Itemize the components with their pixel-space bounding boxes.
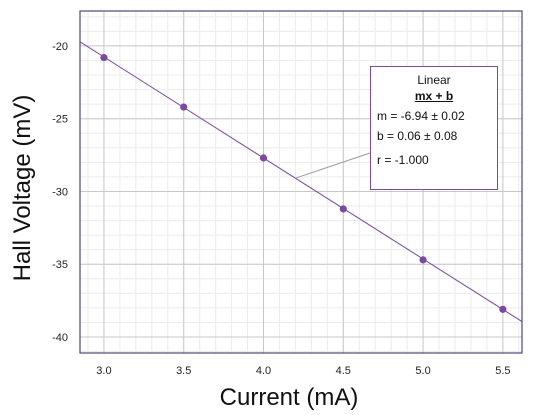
x-tick-labels: 3.0 3.5 4.0 4.5 5.0 5.5 <box>96 365 510 377</box>
data-point <box>100 53 108 62</box>
y-tick-labels: -20 -25 -30 -35 -40 <box>52 41 68 344</box>
fit-title: Linear <box>417 73 451 87</box>
data-point <box>180 103 188 111</box>
linear-fit-box: Linear mx + b m = -6.94 ± 0.02 b = 0.06 … <box>370 66 498 190</box>
y-tick-label: -40 <box>52 332 68 344</box>
x-tick-label: 5.5 <box>495 365 510 377</box>
x-tick-label: 4.5 <box>336 365 351 377</box>
x-tick-label: 5.0 <box>415 365 430 377</box>
x-axis-title: Current (mA) <box>220 384 359 411</box>
x-tick-label: 3.5 <box>176 365 191 377</box>
data-point <box>259 154 268 162</box>
fit-correlation: r = -1.000 <box>377 153 429 167</box>
y-tick-label: -35 <box>52 259 68 271</box>
fit-intercept: b = 0.06 ± 0.08 <box>377 129 458 143</box>
x-tick-label: 4.0 <box>256 365 271 377</box>
y-tick-label: -25 <box>52 114 68 126</box>
y-axis-title: Hall Voltage (mV) <box>9 95 36 282</box>
plot-frame <box>79 10 523 354</box>
data-point <box>419 256 427 264</box>
y-tick-label: -30 <box>52 186 68 198</box>
fit-line-layer <box>79 41 523 323</box>
fit-line <box>79 41 523 323</box>
data-points <box>100 53 507 313</box>
data-point <box>499 305 507 313</box>
x-tick-label: 3.0 <box>96 365 111 377</box>
annotation-leader-line <box>295 152 371 179</box>
data-point <box>339 205 347 213</box>
fit-equation: mx + b <box>414 89 454 103</box>
y-tick-label: -20 <box>52 41 68 53</box>
fit-slope: m = -6.94 ± 0.02 <box>377 109 465 123</box>
